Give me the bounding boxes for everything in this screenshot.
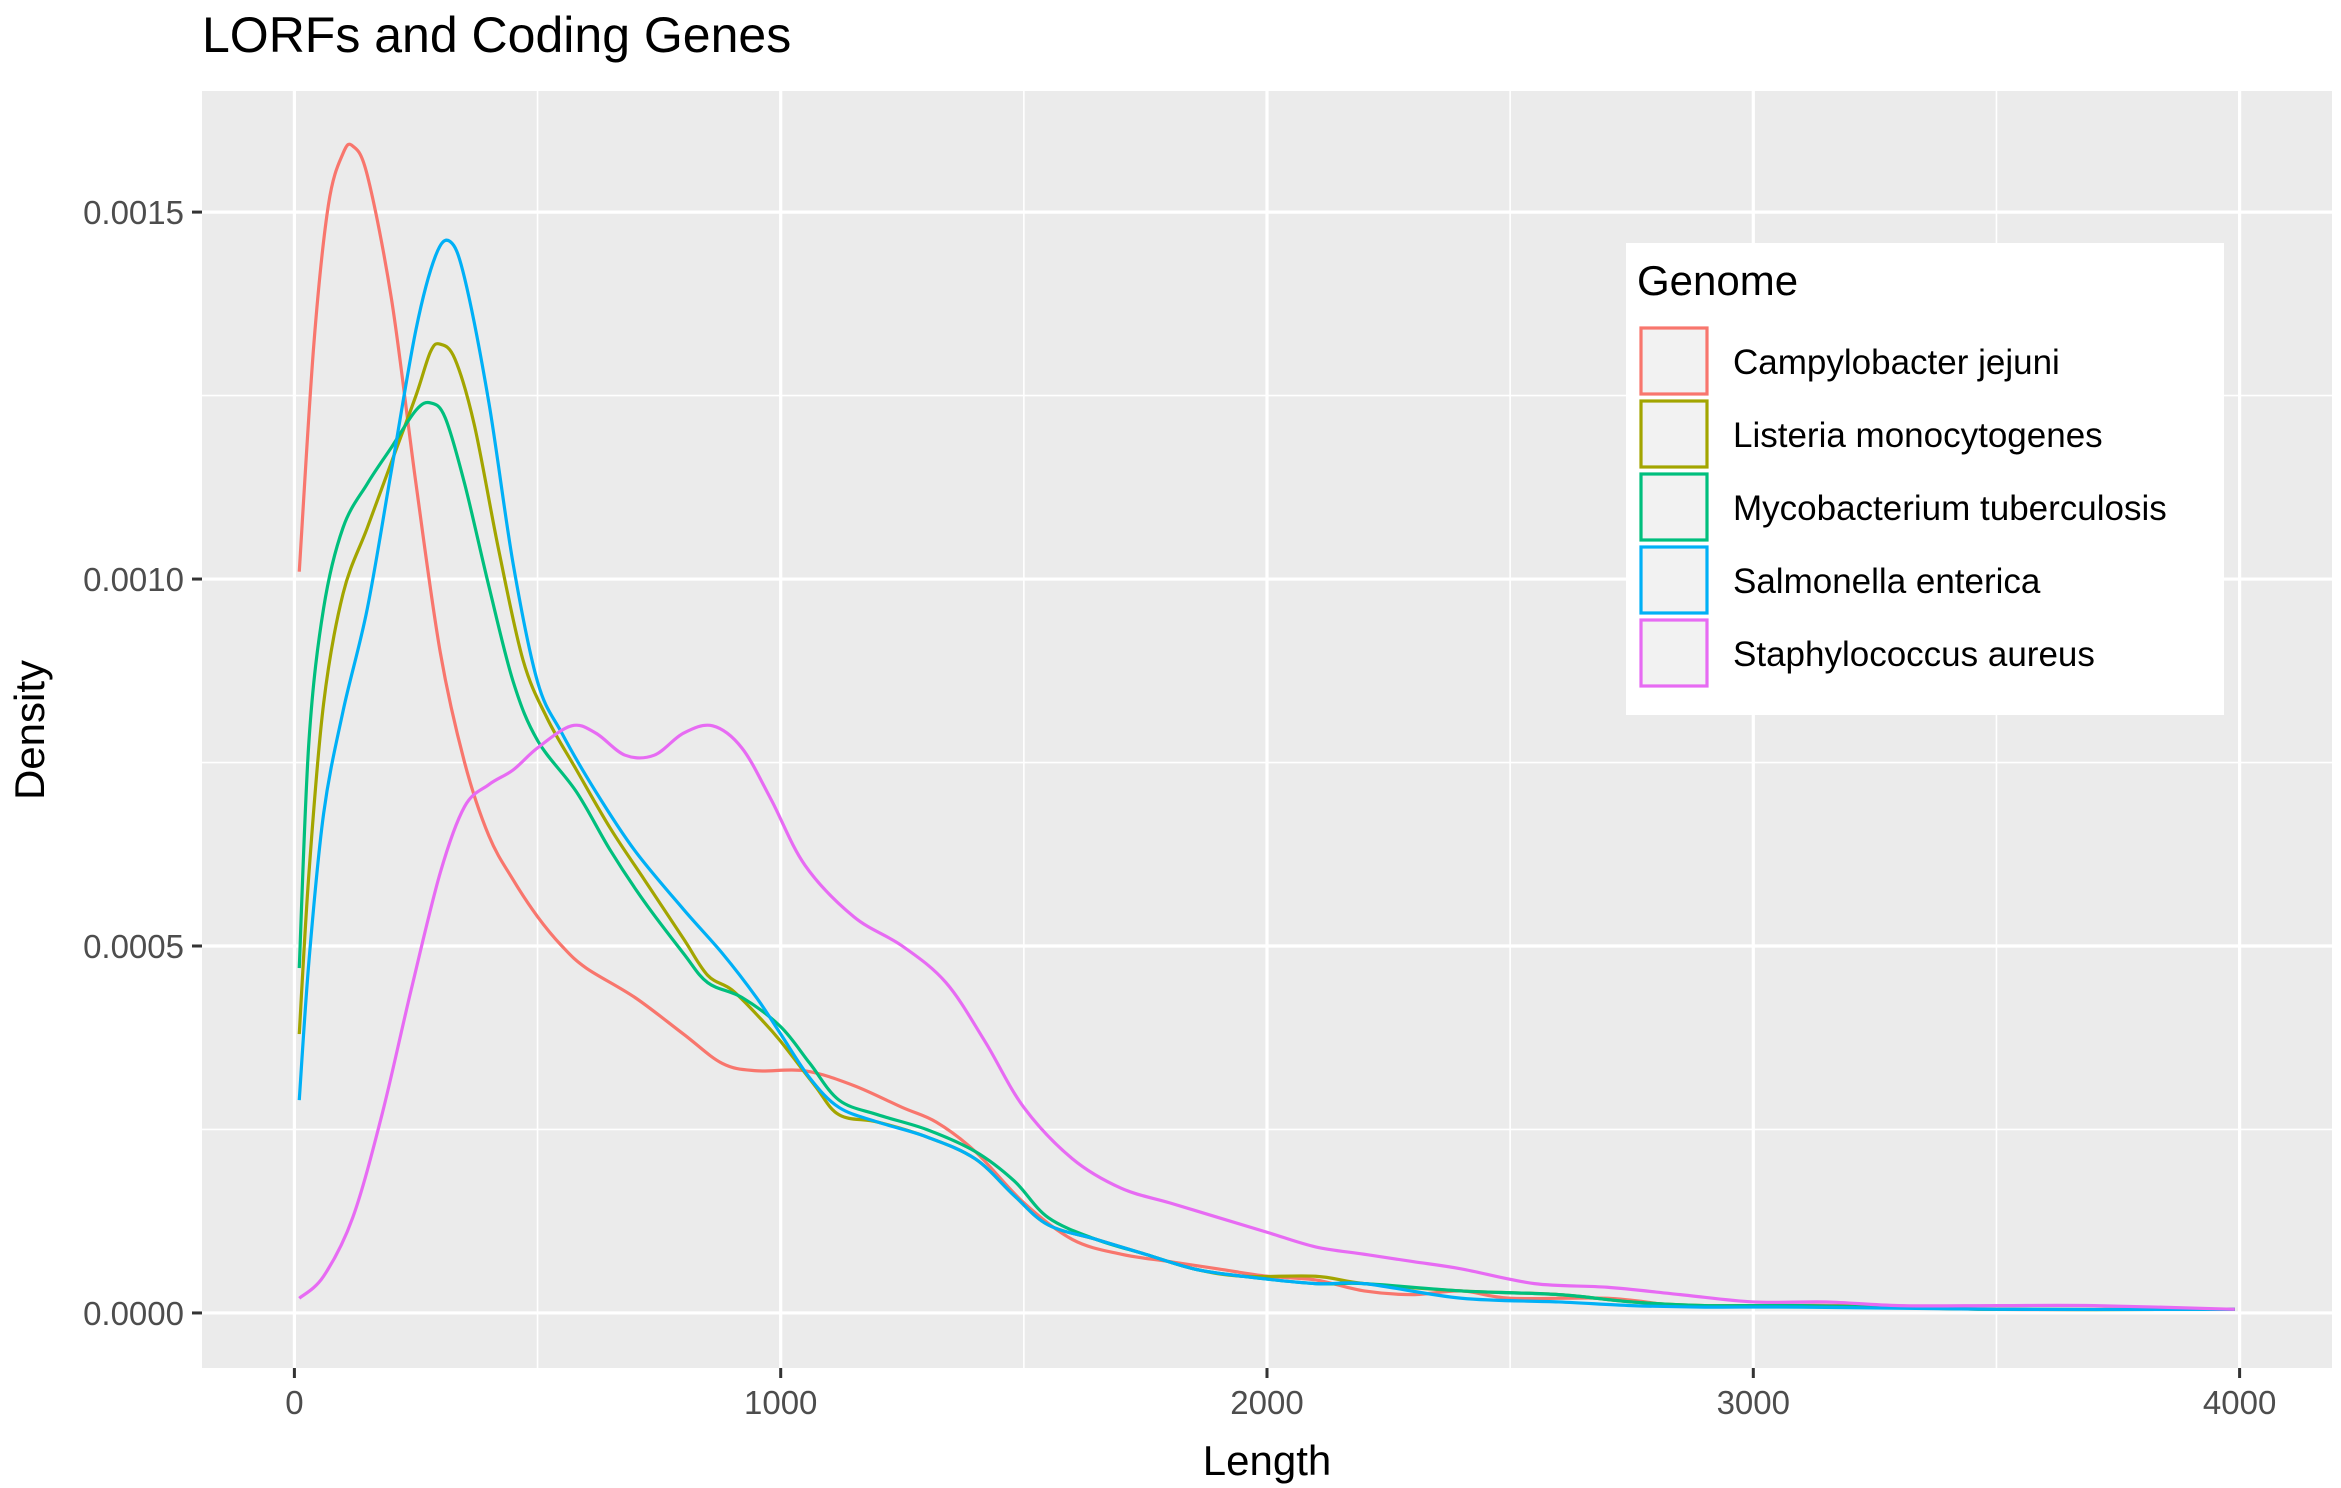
legend-key-salmonella-enterica xyxy=(1639,545,1709,615)
major-gridlines xyxy=(202,91,2332,1368)
legend-key-listeria-monocytogenes xyxy=(1639,399,1709,469)
y-axis: 0.0000 0.0005 0.0010 0.0015 xyxy=(83,194,202,1332)
legend-label-mycobacterium-tuberculosis: Mycobacterium tuberculosis xyxy=(1733,489,2167,528)
legend-label-campylobacter-jejuni: Campylobacter jejuni xyxy=(1733,343,2060,382)
y-tick-label: 0.0000 xyxy=(83,1295,184,1332)
y-tick-label: 0.0005 xyxy=(83,928,184,965)
x-axis: 0 1000 2000 3000 4000 xyxy=(285,1368,2276,1421)
density-lines xyxy=(297,142,2235,1312)
x-tick-label: 2000 xyxy=(1230,1384,1303,1421)
y-tick-label: 0.0015 xyxy=(83,194,184,231)
legend-key-campylobacter-jejuni xyxy=(1639,326,1709,396)
legend-label-staphylococcus-aureus: Staphylococcus aureus xyxy=(1733,635,2095,674)
x-tick-label: 1000 xyxy=(744,1384,817,1421)
x-tick-label: 3000 xyxy=(1717,1384,1790,1421)
series-line-staphylococcus-aureus xyxy=(298,723,2235,1311)
x-tick-label: 4000 xyxy=(2203,1384,2276,1421)
legend: Genome Campylobacter jejuni Listeria mono… xyxy=(1626,243,2224,715)
series-line-mycobacterium-tuberculosis xyxy=(297,400,2235,1312)
legend-label-salmonella-enterica: Salmonella enterica xyxy=(1733,562,2041,601)
chart-title: LORFs and Coding Genes xyxy=(202,7,791,63)
x-axis-title: Length xyxy=(1203,1437,1331,1484)
legend-background xyxy=(1626,243,2224,715)
legend-label-listeria-monocytogenes: Listeria monocytogenes xyxy=(1733,416,2103,455)
legend-key-mycobacterium-tuberculosis xyxy=(1639,472,1709,542)
legend-key-staphylococcus-aureus xyxy=(1639,618,1709,688)
x-tick-label: 0 xyxy=(285,1384,303,1421)
legend-title: Genome xyxy=(1637,257,1798,304)
series-line-salmonella-enterica xyxy=(297,238,2235,1312)
y-axis-title: Density xyxy=(6,660,53,800)
legend-items: Campylobacter jejuni Listeria monocytogen… xyxy=(1639,326,2167,688)
y-tick-label: 0.0010 xyxy=(83,561,184,598)
